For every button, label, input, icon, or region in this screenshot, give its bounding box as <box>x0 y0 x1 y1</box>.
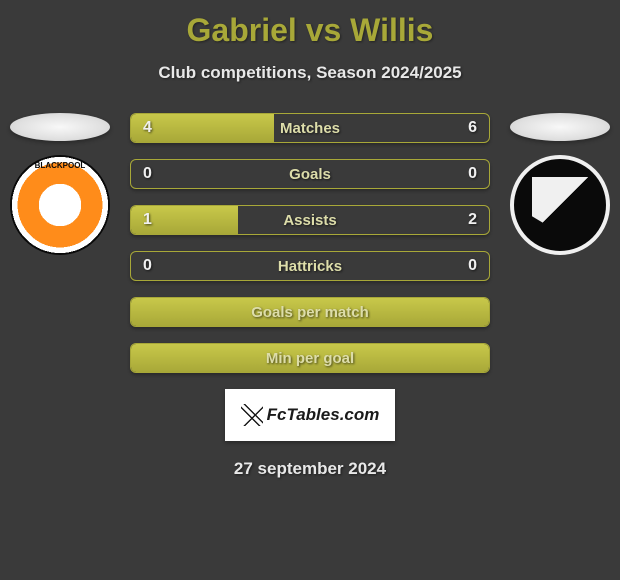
club-crest-left <box>10 155 110 255</box>
page-subtitle: Club competitions, Season 2024/2025 <box>0 63 620 83</box>
stat-row: Goals per match <box>130 297 490 327</box>
snapshot-date: 27 september 2024 <box>0 459 620 479</box>
stat-label: Hattricks <box>131 252 489 280</box>
stat-label: Goals <box>131 160 489 188</box>
club-crest-right <box>510 155 610 255</box>
comparison-content: 46Matches 00Goals 12Assists 00Hattricks Goal… <box>0 113 620 373</box>
fctables-logo: FcTables.com <box>225 389 395 441</box>
logo-text: FcTables.com <box>267 405 380 425</box>
stat-label: Matches <box>131 114 489 142</box>
stat-row: 00Goals <box>130 159 490 189</box>
stat-row: 12Assists <box>130 205 490 235</box>
player-left-silhouette <box>10 113 110 141</box>
player-right-block <box>510 113 610 255</box>
stat-row: Min per goal <box>130 343 490 373</box>
page-title: Gabriel vs Willis <box>0 0 620 49</box>
stat-row: 00Hattricks <box>130 251 490 281</box>
chart-icon <box>241 404 263 426</box>
stat-bars: 46Matches 00Goals 12Assists 00Hattricks Goal… <box>130 113 490 373</box>
stat-label: Goals per match <box>131 298 489 326</box>
player-right-silhouette <box>510 113 610 141</box>
stat-label: Min per goal <box>131 344 489 372</box>
player-left-block <box>10 113 110 255</box>
stat-label: Assists <box>131 206 489 234</box>
stat-row: 46Matches <box>130 113 490 143</box>
